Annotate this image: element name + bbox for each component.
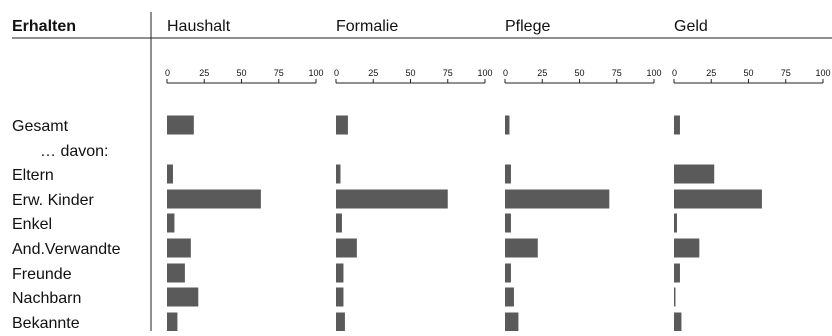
x-tick-label: 100 [308,68,323,78]
bar [674,164,715,184]
panel-title: Geld [674,18,708,35]
bar [167,238,191,258]
x-tick-label: 100 [815,68,830,78]
panel-title: Pflege [505,18,550,35]
bar [674,287,676,307]
category-label: And.Verwandte [12,241,121,258]
bar [167,164,173,184]
bar [674,189,762,209]
header-label: Erhalten [12,18,76,35]
category-label: Erw. Kinder [12,192,94,209]
panel-title: Haushalt [167,18,231,35]
x-tick-label: 0 [672,68,677,78]
x-tick-label: 50 [743,68,753,78]
category-label: Enkel [12,216,52,233]
x-tick-label: 50 [236,68,246,78]
bar [505,189,610,209]
panel-title: Formalie [336,18,398,35]
bar [505,213,511,233]
x-tick-label: 75 [443,68,453,78]
bar [674,263,680,283]
bar [336,238,357,258]
bar [336,287,344,307]
subheader-label: … davon: [40,143,108,160]
bar [336,189,448,209]
bar [167,213,175,233]
bar [674,238,700,258]
category-label: Gesamt [12,118,69,135]
bar [336,263,344,283]
bar [505,164,511,184]
bar [674,213,677,233]
x-tick-label: 0 [334,68,339,78]
x-tick-label: 50 [574,68,584,78]
category-label: Eltern [12,167,54,184]
category-label: Freunde [12,266,72,283]
bar [674,312,682,332]
bar [336,213,342,233]
bar [167,312,178,332]
bar [505,115,510,135]
x-tick-label: 0 [503,68,508,78]
x-tick-label: 100 [646,68,661,78]
x-tick-label: 25 [368,68,378,78]
bar [505,287,514,307]
bar [505,263,511,283]
x-tick-label: 50 [405,68,415,78]
category-label: Nachbarn [12,290,81,307]
bar [674,115,680,135]
bar [336,312,345,332]
bar [336,115,348,135]
category-label: Bekannte [12,315,80,331]
x-tick-label: 0 [165,68,170,78]
bar [505,312,519,332]
x-tick-label: 75 [274,68,284,78]
x-tick-label: 25 [537,68,547,78]
bar [167,263,185,283]
bar [167,189,261,209]
bar [336,164,341,184]
x-tick-label: 25 [199,68,209,78]
x-tick-label: 25 [706,68,716,78]
bar [167,115,194,135]
bar [505,238,538,258]
x-tick-label: 75 [612,68,622,78]
bar [167,287,199,307]
x-tick-label: 75 [781,68,791,78]
x-tick-label: 100 [477,68,492,78]
